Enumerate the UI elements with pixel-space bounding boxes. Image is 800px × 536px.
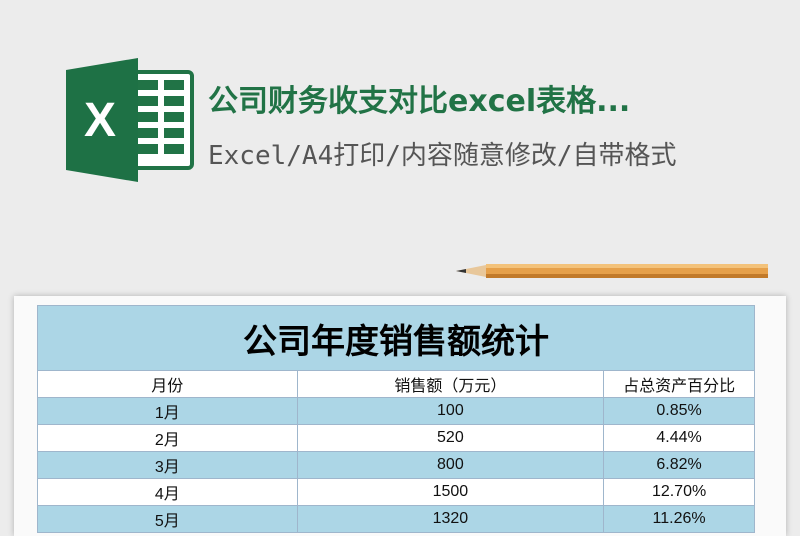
- header-row: 月份 销售额（万元） 占总资产百分比: [37, 370, 755, 398]
- cell[interactable]: 520: [296, 424, 605, 452]
- cell[interactable]: 100: [296, 397, 605, 425]
- sheet-title: 公司年度销售额统计: [37, 305, 755, 371]
- column-header: 月份: [37, 370, 298, 398]
- cell[interactable]: 12.70%: [603, 478, 755, 506]
- table-row: 2月 520 4.44%: [37, 424, 755, 452]
- cell[interactable]: 1320: [296, 505, 605, 533]
- page-title: 公司财务收支对比excel表格...: [208, 84, 631, 119]
- cell[interactable]: 11.26%: [603, 505, 755, 533]
- cell[interactable]: 1月: [37, 397, 298, 425]
- column-header: 占总资产百分比: [603, 370, 755, 398]
- table-row: 3月 800 6.82%: [37, 451, 755, 479]
- page-subtitle: Excel/A4打印/内容随意修改/自带格式: [208, 141, 677, 171]
- cell[interactable]: 6.82%: [603, 451, 755, 479]
- excel-logo-icon: X: [66, 58, 194, 182]
- cell[interactable]: 3月: [37, 451, 298, 479]
- cell[interactable]: 2月: [37, 424, 298, 452]
- cell[interactable]: 4月: [37, 478, 298, 506]
- cell[interactable]: 1500: [296, 478, 605, 506]
- table-row: 1月 100 0.85%: [37, 397, 755, 425]
- sales-table: 公司年度销售额统计 月份 销售额（万元） 占总资产百分比 1月 100 0.85% …: [37, 305, 755, 533]
- cell[interactable]: 5月: [37, 505, 298, 533]
- column-header: 销售额（万元）: [296, 370, 605, 398]
- pencil-icon: [456, 264, 768, 278]
- table-row: 4月 1500 12.70%: [37, 478, 755, 506]
- svg-text:X: X: [84, 94, 116, 147]
- cell[interactable]: 800: [296, 451, 605, 479]
- table-row: 5月 1320 11.26%: [37, 505, 755, 533]
- cell[interactable]: 0.85%: [603, 397, 755, 425]
- cell[interactable]: 4.44%: [603, 424, 755, 452]
